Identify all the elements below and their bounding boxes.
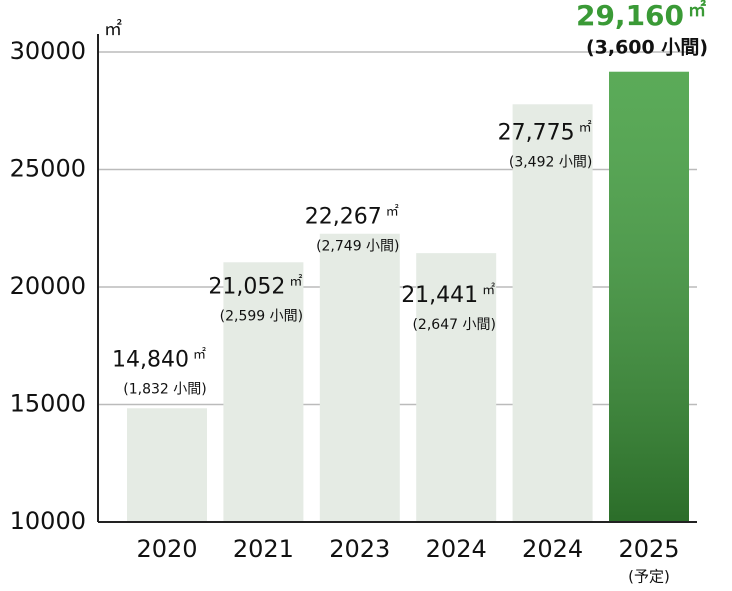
value-number: 21,052 [208, 274, 285, 299]
booth-label: (2,647 小間) [412, 317, 495, 333]
bar [127, 408, 207, 522]
y-tick-label: 30000 [10, 37, 86, 65]
x-tick-label: 2023 [329, 535, 390, 563]
x-tick-label: 2025 [618, 535, 679, 563]
bar-shade [609, 71, 689, 523]
value-unit: ㎡ [193, 347, 206, 362]
x-tick-label: 2021 [233, 535, 294, 563]
value-unit: ㎡ [688, 0, 706, 21]
x-tick-label: 2020 [136, 535, 197, 563]
value-unit: ㎡ [579, 120, 592, 135]
value-label: 14,840 ㎡ [112, 347, 206, 373]
y-tick-label: 10000 [10, 507, 86, 535]
booth-label: (1,832 小間) [123, 381, 206, 397]
value-number: 21,441 [401, 283, 478, 308]
value-unit: ㎡ [289, 274, 302, 289]
y-unit: ㎡ [104, 18, 122, 40]
x-tick-note: (予定) [628, 568, 670, 586]
booth-label: (2,749 小間) [316, 239, 399, 255]
value-unit: ㎡ [482, 283, 495, 298]
bar [416, 253, 497, 522]
value-label: 22,267 ㎡ [305, 204, 399, 230]
y-tick-label: 15000 [10, 390, 86, 418]
value-label: 27,775 ㎡ [498, 120, 592, 146]
value-label: 21,052 ㎡ [208, 274, 302, 300]
y-tick-label: 20000 [10, 272, 86, 300]
y-tick-label: 25000 [10, 155, 86, 183]
bar [223, 262, 304, 522]
value-unit: ㎡ [386, 204, 399, 219]
booth-label: (3,600 小間) [586, 37, 708, 59]
value-label: 21,441 ㎡ [401, 283, 495, 309]
x-tick-label: 2024 [522, 535, 583, 563]
bar [512, 104, 593, 522]
x-tick-label: 2024 [426, 535, 487, 563]
value-label: 29,160 ㎡ [576, 0, 706, 32]
booth-label: (2,599 小間) [220, 308, 303, 324]
value-number: 27,775 [498, 120, 575, 145]
value-number: 29,160 [576, 0, 684, 32]
value-number: 14,840 [112, 347, 189, 372]
value-number: 22,267 [305, 205, 382, 230]
booth-label: (3,492 小間) [509, 154, 592, 170]
bar [319, 233, 400, 522]
